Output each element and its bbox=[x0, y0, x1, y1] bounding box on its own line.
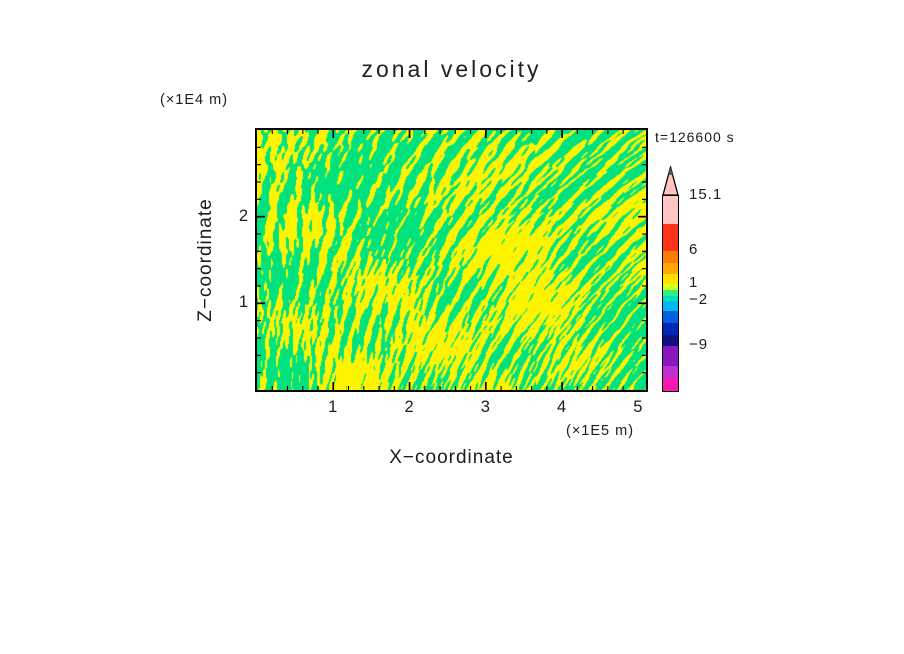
x-axis-label: X−coordinate bbox=[389, 447, 514, 468]
colorbar-segment bbox=[663, 284, 678, 290]
colorbar-segment bbox=[663, 196, 678, 224]
y-axis-label: Z−coordinate bbox=[195, 198, 216, 322]
colorbar-segment bbox=[663, 224, 678, 251]
colorbar-segment bbox=[663, 335, 678, 346]
colorbar-label: 6 bbox=[689, 241, 699, 258]
colorbar-segment bbox=[663, 311, 678, 323]
x-tick-label: 5 bbox=[633, 398, 644, 416]
colorbar-segment bbox=[663, 274, 678, 284]
x-axis-unit: (×1E5 m) bbox=[566, 423, 635, 439]
time-annotation: t=126600 s bbox=[655, 129, 735, 145]
colorbar-segment bbox=[663, 296, 678, 301]
x-tick-label: 4 bbox=[557, 398, 568, 416]
colorbar-segments bbox=[662, 195, 679, 392]
plot-area: 1 2 3 4 5 1 2 bbox=[239, 128, 648, 416]
x-tick-label: 2 bbox=[404, 398, 415, 416]
y-tick-label: 2 bbox=[238, 206, 249, 225]
y-axis-unit: (×1E4 m) bbox=[160, 92, 229, 108]
colorbar-segment bbox=[663, 301, 678, 311]
x-tick-label: 1 bbox=[328, 398, 339, 416]
colorbar-segment bbox=[663, 290, 678, 296]
colorbar-label: 1 bbox=[689, 274, 699, 291]
colorbar-segment bbox=[663, 346, 678, 366]
y-tick-label: 1 bbox=[238, 293, 249, 312]
colorbar-segment bbox=[663, 263, 678, 274]
colorbar-label: 15.1 bbox=[689, 186, 723, 203]
colorbar-label: −2 bbox=[689, 291, 709, 308]
colorbar-segment bbox=[663, 323, 678, 335]
chart-title: zonal velocity bbox=[361, 56, 542, 82]
colorbar-labels: 15.1 6 1 −2 −9 bbox=[689, 186, 739, 390]
colorbar-segment bbox=[663, 378, 678, 391]
colorbar-label: −9 bbox=[689, 336, 709, 353]
x-tick-label: 3 bbox=[480, 398, 491, 416]
colorbar-segment bbox=[663, 366, 678, 378]
colorbar-arrow-icon bbox=[662, 166, 679, 196]
colorbar-segment bbox=[663, 251, 678, 263]
velocity-field-canvas bbox=[257, 130, 646, 390]
